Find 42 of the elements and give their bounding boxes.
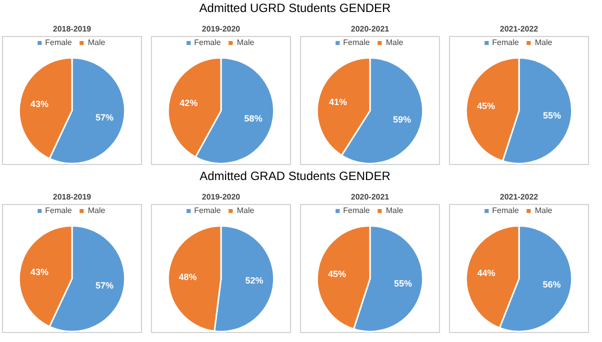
slice-label: Female [492, 206, 519, 215]
data-label: 57% [96, 280, 114, 290]
chart-title: 2019-2020 [202, 192, 241, 202]
chart-title: 2018-2019 [52, 192, 92, 202]
data-label: 44% [477, 268, 496, 278]
data-label: 58% [244, 113, 262, 124]
data-label: 45% [328, 268, 346, 279]
slice-label: Female [492, 38, 519, 47]
legend-label: Male [236, 206, 256, 215]
data-label: 55% [394, 278, 412, 289]
legend-label: Male [534, 38, 554, 47]
data-label: 43% [30, 267, 48, 278]
legend-label: Male [88, 206, 106, 215]
data-label: 55% [542, 110, 561, 121]
chart-title: 2020-2021 [350, 192, 390, 202]
text: Admitted GRAD Students GENDER [200, 168, 390, 185]
legend-label: Female [45, 38, 72, 47]
text: Admitted UGRD Students GENDER [199, 0, 391, 17]
chart-title: 2021-2022 [500, 192, 539, 202]
data-label: 52% [245, 276, 264, 286]
data-label: 59% [393, 114, 412, 124]
data-label: 43% [30, 99, 48, 110]
chart-title: 2018-2019 [52, 24, 92, 34]
slice-label: Female [194, 206, 221, 215]
slice-label: Female [343, 38, 370, 47]
legend-label: Male [236, 38, 256, 47]
legend-label: Female [45, 206, 72, 215]
data-label: 48% [178, 272, 197, 282]
data-label: 45% [477, 100, 496, 111]
slice-label: Female [343, 206, 370, 215]
chart-title: 2021-2022 [500, 24, 539, 34]
chart-title: 2020-2021 [350, 24, 390, 34]
legend-label: Male [88, 38, 106, 47]
data-label: 57% [96, 112, 114, 122]
chart-title: 2019-2020 [202, 24, 241, 34]
data-label: 42% [180, 98, 198, 108]
legend-label: Male [386, 206, 404, 215]
legend-label: Male [386, 38, 404, 47]
data-label: 41% [328, 97, 347, 108]
slice-label: Female [194, 38, 221, 47]
legend-label: Male [534, 206, 554, 215]
data-label: 56% [542, 279, 561, 290]
